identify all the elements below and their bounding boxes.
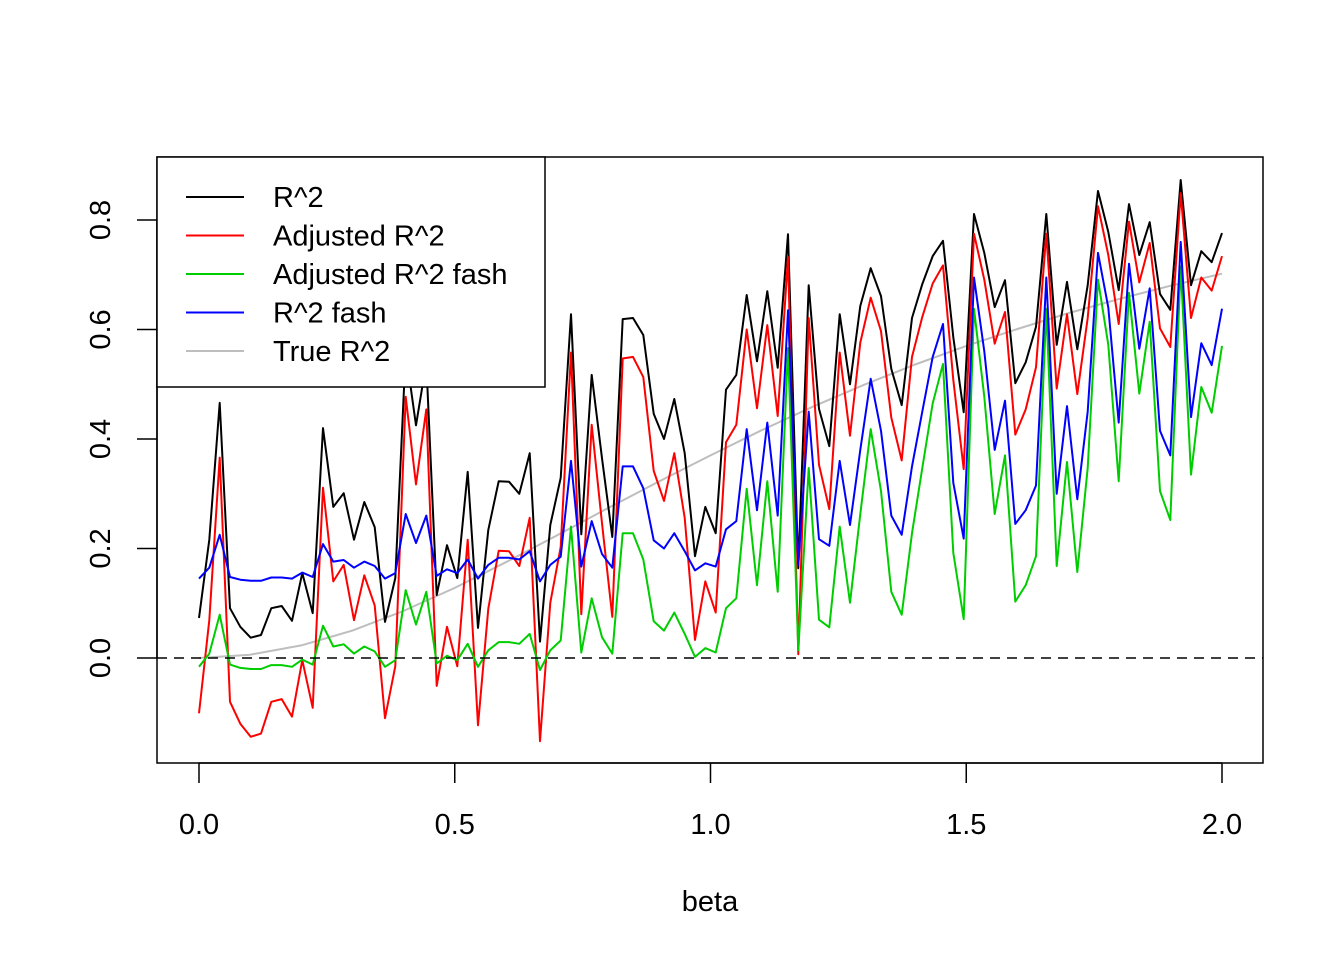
x-tick-label: 1.5 — [946, 809, 986, 841]
x-tick-label: 0.5 — [435, 809, 475, 841]
legend-label: True R^2 — [273, 336, 390, 368]
series-line-r-2 — [198, 179, 1223, 643]
legend-box — [156, 156, 546, 388]
y-tick-label: 0.2 — [85, 528, 117, 568]
x-tick-label: 2.0 — [1202, 809, 1242, 841]
legend: R^2 Adjusted R^2 Adjusted R^2 fash R^2 fash… — [156, 156, 546, 388]
x-axis: 0.0 0.5 1.0 1.5 2.0 — [179, 762, 1242, 841]
x-axis-label: beta — [682, 886, 739, 918]
legend-label: Adjusted R^2 fash — [273, 259, 507, 291]
series-layer — [198, 179, 1223, 743]
y-tick-label: 0.6 — [85, 309, 117, 349]
y-tick-label: 0.8 — [85, 200, 117, 240]
legend-label: R^2 — [273, 182, 324, 214]
x-tick-label: 0.0 — [179, 809, 219, 841]
x-tick-label: 1.0 — [690, 809, 730, 841]
legend-label: R^2 fash — [273, 298, 387, 330]
y-tick-label: 0.0 — [85, 638, 117, 678]
series-line-r-2-fash — [198, 240, 1223, 583]
series-line-adjusted-r-2-fash — [198, 265, 1223, 671]
series-line-adjusted-r-2 — [198, 192, 1223, 743]
legend-label: Adjusted R^2 — [273, 221, 445, 253]
y-axis: 0.0 0.2 0.4 0.6 0.8 — [85, 200, 158, 678]
y-tick-label: 0.4 — [85, 419, 117, 459]
